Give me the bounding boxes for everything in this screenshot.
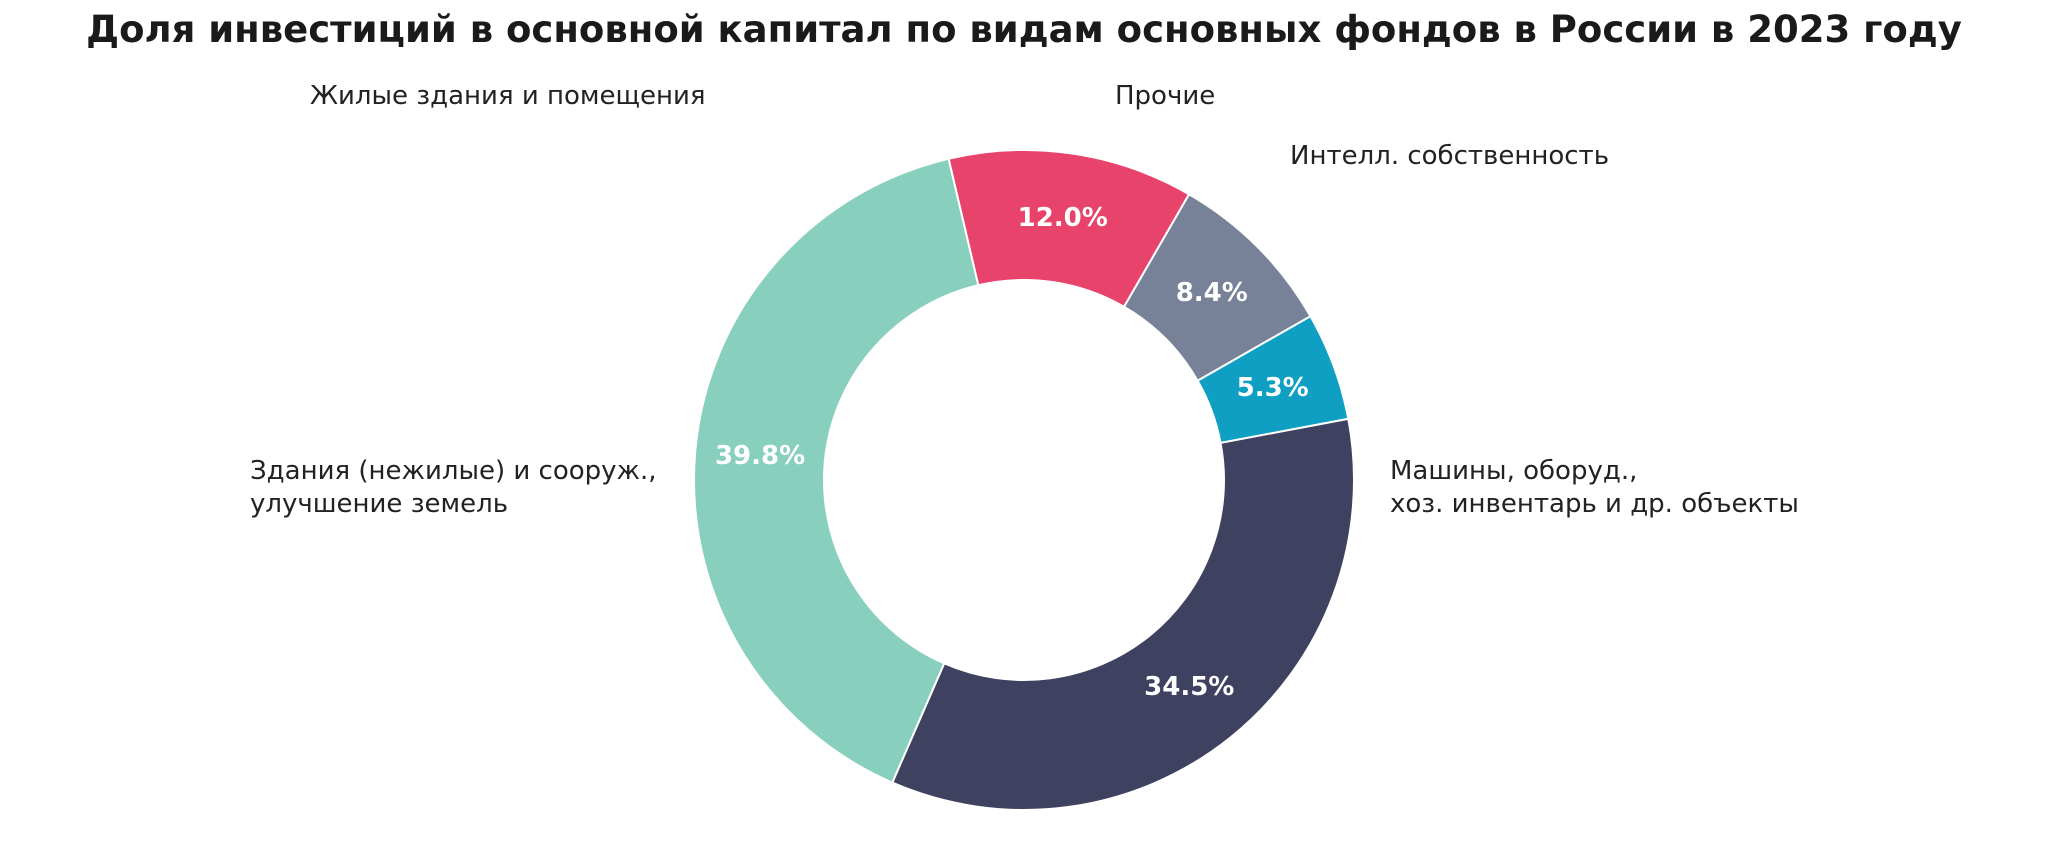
donut-slice xyxy=(892,419,1354,810)
slice-percent-label: 34.5% xyxy=(1144,672,1234,702)
donut-svg xyxy=(0,60,2048,840)
donut-chart: 8.4% Прочие 5.3% Интелл. собственность 34.5%… xyxy=(0,60,2048,840)
slice-category-label: Прочие xyxy=(1115,80,1215,113)
slice-percent-label: 5.3% xyxy=(1237,373,1309,403)
chart-title: Доля инвестиций в основной капитал по ви… xyxy=(0,8,2048,51)
slice-percent-label: 12.0% xyxy=(1018,203,1108,233)
slice-category-label: Интелл. собственность xyxy=(1290,140,1609,173)
slice-category-label: Машины, оборуд., хоз. инвентарь и др. об… xyxy=(1390,455,1799,520)
slice-category-label: Здания (нежилые) и сооруж., улучшение зе… xyxy=(250,455,657,520)
slice-category-label: Жилые здания и помещения xyxy=(310,80,706,113)
slice-percent-label: 39.8% xyxy=(715,441,805,471)
slice-percent-label: 8.4% xyxy=(1176,278,1248,308)
